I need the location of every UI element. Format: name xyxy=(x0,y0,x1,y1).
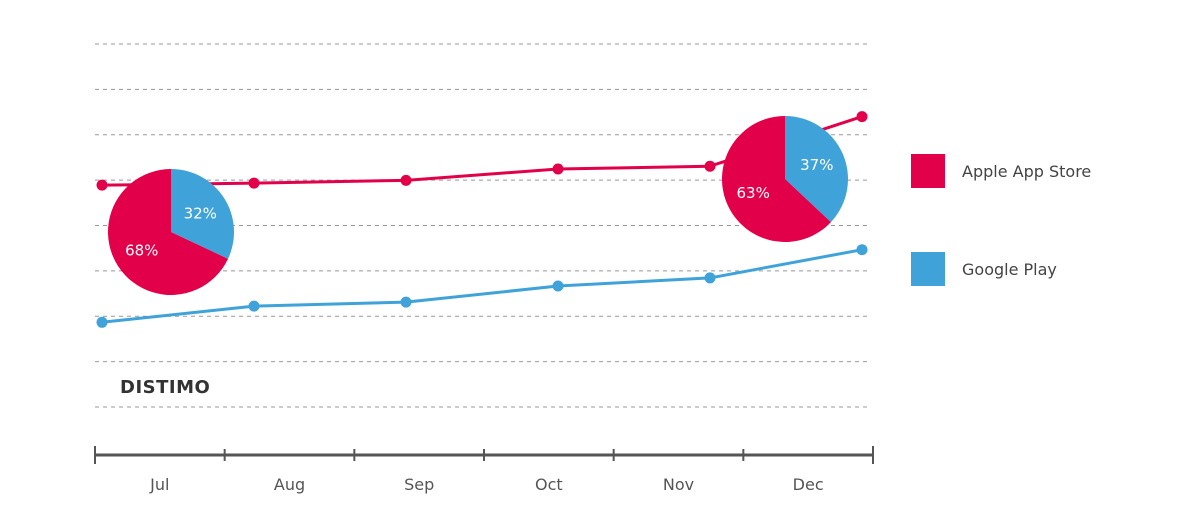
data-point-google xyxy=(96,316,108,328)
x-tick-label: Oct xyxy=(535,475,563,494)
legend-swatch-google xyxy=(911,252,945,286)
legend-item-apple: Apple App Store xyxy=(911,154,1091,188)
x-tick-label: Aug xyxy=(274,475,305,494)
x-axis: Jul Aug Sep Oct Nov Dec xyxy=(94,446,874,494)
pie-chart: 37% 63% xyxy=(722,116,848,242)
data-point-google xyxy=(552,280,564,292)
data-point-google xyxy=(704,272,716,284)
data-point-google xyxy=(248,300,260,312)
pie-slice-label: 37% xyxy=(800,156,833,174)
pie-slice xyxy=(108,169,229,295)
pie-slice xyxy=(722,116,831,242)
data-point-google xyxy=(856,244,868,256)
data-point-apple xyxy=(96,179,108,191)
data-point-apple xyxy=(856,111,868,123)
legend-label-apple: Apple App Store xyxy=(962,161,1092,181)
series-line-google xyxy=(101,248,863,324)
data-point-apple xyxy=(704,160,716,172)
distimo-logo: DISTIMO xyxy=(120,377,210,398)
legend-item-google: Google Play xyxy=(911,252,1057,286)
data-point-apple xyxy=(248,177,260,189)
pie-slice-label: 68% xyxy=(125,242,158,260)
pie-slice xyxy=(171,169,234,259)
pie-chart: 32% 68% xyxy=(108,169,234,295)
x-tick-label: Jul xyxy=(149,475,169,494)
pie-annotations: 32% 68% 37% 63% xyxy=(108,116,848,295)
legend-label-google: Google Play xyxy=(962,259,1057,279)
pie-slice-label: 63% xyxy=(737,184,770,202)
data-point-google xyxy=(400,296,412,308)
x-tick-label: Nov xyxy=(663,475,694,494)
x-tick-label: Sep xyxy=(404,475,434,494)
data-point-apple xyxy=(552,163,564,175)
data-point-apple xyxy=(400,174,412,186)
pie-slice-label: 32% xyxy=(184,204,217,222)
x-tick-label: Dec xyxy=(793,475,824,494)
pie-slice xyxy=(785,116,848,223)
legend-swatch-apple xyxy=(911,154,945,188)
gridlines xyxy=(95,43,870,408)
